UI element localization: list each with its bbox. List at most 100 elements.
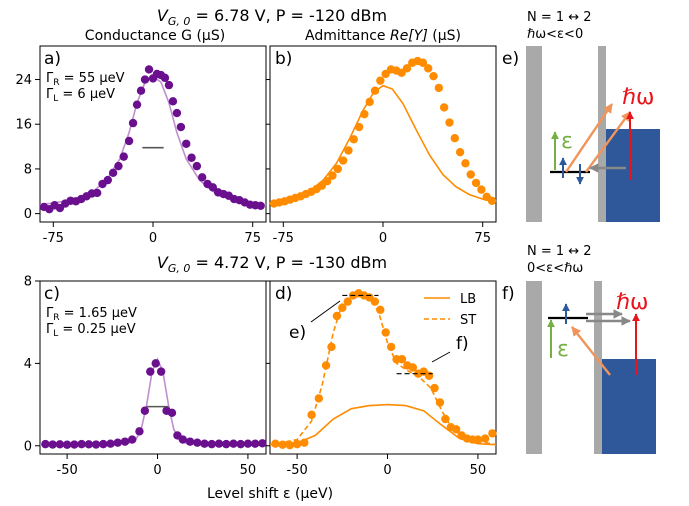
x-tick-label: 75 [244, 231, 261, 246]
x-tick-label: 0 [379, 231, 387, 246]
schematic-e-orange-arrow-2 [585, 111, 631, 173]
data-point [365, 97, 374, 107]
data-point [376, 76, 385, 85]
data-point [278, 440, 287, 449]
data-point [321, 361, 331, 370]
panel-d-frame [269, 280, 497, 455]
annotation-f-pointer [431, 351, 451, 363]
x-tick-label: -50 [287, 463, 308, 478]
x-tick-label: 50 [240, 463, 257, 478]
annotation-e: e) [289, 323, 306, 343]
annotation-e-pointer [310, 300, 341, 323]
data-point [322, 177, 332, 186]
legend: LB ST [424, 292, 476, 328]
y-tick-label: 8 [24, 162, 32, 177]
x-tick-label: 50 [470, 463, 487, 478]
data-point [343, 297, 352, 306]
data-point [402, 64, 412, 73]
data-point [370, 297, 380, 306]
data-point [48, 440, 57, 449]
data-point [461, 159, 470, 168]
legend-st-label: ST [460, 313, 476, 328]
data-point [192, 161, 202, 171]
column-title-conductance: Conductance G (μS) [85, 28, 225, 44]
data-point [214, 439, 224, 448]
data-point [333, 164, 342, 174]
data-point [430, 383, 439, 393]
data-point [136, 86, 146, 95]
data-point [429, 71, 438, 81]
data-point [424, 64, 433, 73]
data-point [132, 100, 142, 109]
data-point [455, 147, 465, 157]
panel-b-plot [269, 56, 497, 208]
data-point [167, 408, 177, 418]
schematic-f-orange-arrow [571, 326, 611, 376]
data-point [84, 440, 94, 449]
schematic-e-letter: e) [502, 49, 519, 69]
data-point [314, 394, 324, 403]
data-point [285, 440, 295, 450]
panel-letter-a: a) [44, 49, 61, 69]
data-point [193, 438, 202, 447]
data-point [103, 175, 113, 185]
data-point [41, 439, 50, 449]
panel-c-plot [39, 357, 267, 449]
x-tick-label: 0 [153, 463, 161, 478]
x-tick-label: 0 [383, 463, 391, 478]
schematic-f-letter: f) [502, 284, 515, 304]
data-point [106, 439, 115, 448]
data-point [236, 439, 245, 449]
schematic-e-epsilon: ε [561, 129, 573, 154]
data-point [135, 427, 144, 436]
data-point [182, 139, 191, 148]
data-point [471, 178, 481, 188]
data-point [113, 438, 122, 447]
data-point [466, 170, 475, 179]
data-point [328, 171, 337, 180]
data-point [439, 103, 449, 112]
data-point [292, 439, 302, 449]
data-point [434, 83, 444, 93]
panel-c-frame [39, 280, 267, 455]
data-point [222, 439, 231, 449]
data-point [144, 65, 154, 74]
data-point [185, 437, 195, 446]
y-tick-label: 4 [24, 357, 32, 372]
data-point [418, 58, 428, 67]
y-tick-label: 16 [15, 118, 32, 133]
row-title-bottom: VG, 0 = 4.72 V, P = -130 dBm [157, 253, 387, 275]
data-point [300, 438, 309, 447]
data-point [160, 73, 170, 83]
schematic-e-lead [606, 129, 660, 222]
axis-ticks: -75 0 75 0 8 16 24 -75 0 75 -50 0 50 0 4 8 -50 0 50 [15, 73, 491, 478]
gamma-l-top: ΓL = 6 μeV [46, 87, 115, 104]
data-point [124, 136, 134, 146]
schematic-e-orange-arrow-1 [565, 103, 613, 173]
data-point [338, 156, 348, 165]
row-title-top: VG, 0 = 6.78 V, P = -120 dBm [157, 6, 387, 28]
gamma-l-bottom: ΓL = 0.25 μeV [46, 322, 136, 339]
data-point [99, 439, 108, 449]
data-point [338, 303, 347, 312]
schematic-f-condition: 0<ε<ℏω [527, 261, 583, 276]
data-point [151, 359, 160, 368]
y-tick-label: 0 [24, 439, 32, 454]
schematic-f-epsilon: ε [557, 337, 569, 362]
y-tick-label: 0 [24, 207, 32, 222]
data-point [381, 328, 390, 337]
data-point [307, 410, 316, 420]
data-point [91, 440, 101, 449]
annotation-f: f) [456, 334, 469, 354]
data-point [128, 435, 137, 444]
gamma-r-top: ΓR = 55 μeV [46, 71, 125, 88]
data-point [140, 75, 150, 84]
x-tick-label: -50 [57, 463, 78, 478]
data-point [229, 439, 238, 448]
data-point [473, 435, 483, 444]
schematic-f-transition: N = 1 ↔ 2 [527, 244, 592, 259]
panel-letter-c: c) [44, 284, 60, 304]
data-point [360, 109, 369, 119]
panel-d-plot [269, 289, 497, 450]
column-title-admittance: Admittance Re[Y] (μS) [305, 28, 461, 44]
